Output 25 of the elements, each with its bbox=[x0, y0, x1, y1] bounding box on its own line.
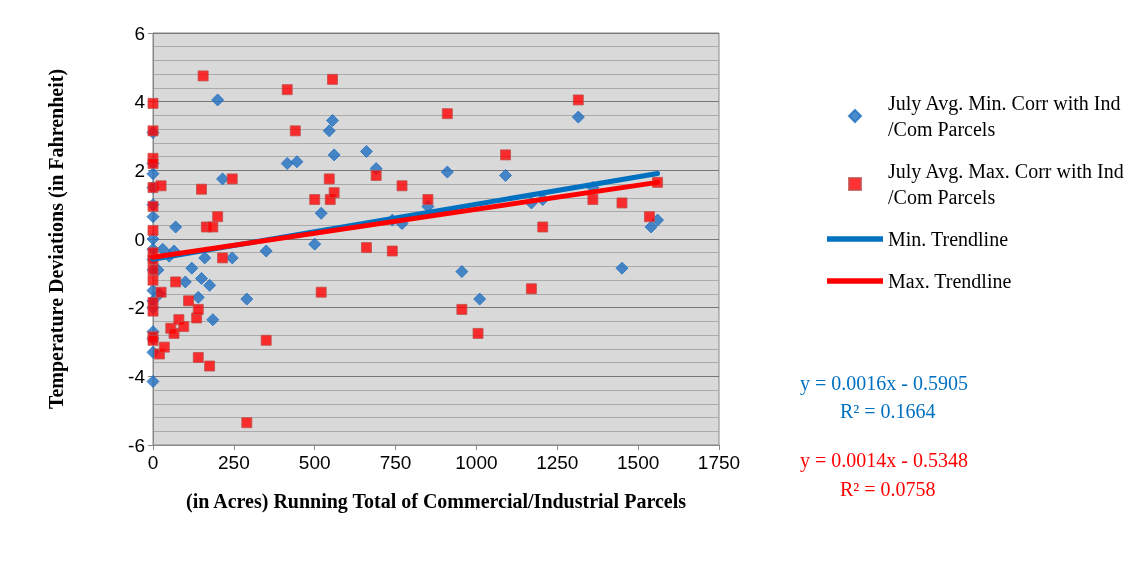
y-tick-label: -4 bbox=[128, 365, 146, 387]
text: R² = 0.1664 bbox=[840, 400, 936, 422]
legend-label: July Avg. Max. Corr with Ind/Com Parcels bbox=[888, 160, 1124, 208]
y-tick-label: 4 bbox=[134, 91, 146, 113]
y-tick-label: 6 bbox=[134, 22, 145, 44]
x-tick-label: 1250 bbox=[536, 452, 579, 473]
y-tick-label: -2 bbox=[128, 297, 145, 319]
text: y = 0.0014x - 0.5348 bbox=[800, 449, 968, 472]
x-tick-label: 750 bbox=[379, 452, 412, 473]
text: R² = 0.0758 bbox=[840, 478, 936, 500]
legend-label: July Avg. Min. Corr with Ind/Com Parcels bbox=[888, 92, 1121, 140]
legend-label: Min. Trendline bbox=[888, 228, 1009, 250]
x-tick-label: 1500 bbox=[617, 452, 660, 473]
legend-label: Max. Trendline bbox=[888, 270, 1012, 292]
text: y = 0.0016x - 0.5905 bbox=[800, 372, 968, 395]
x-tick-label: 250 bbox=[218, 452, 250, 473]
y-tick-label: -6 bbox=[128, 434, 145, 456]
y-tick-label: 2 bbox=[134, 159, 145, 181]
y-tick-label: 0 bbox=[134, 228, 145, 250]
x-tick-label: 500 bbox=[298, 452, 331, 473]
x-tick-label: 1000 bbox=[455, 452, 498, 473]
x-tick-label: 0 bbox=[147, 452, 159, 473]
x-axis-title: (in Acres) Running Total of Commercial/Industrial Parcels bbox=[185, 490, 687, 513]
y-axis-title: Temperature Deviations (in Fahrenheit) bbox=[45, 68, 68, 410]
x-tick-label: 1750 bbox=[697, 452, 741, 473]
